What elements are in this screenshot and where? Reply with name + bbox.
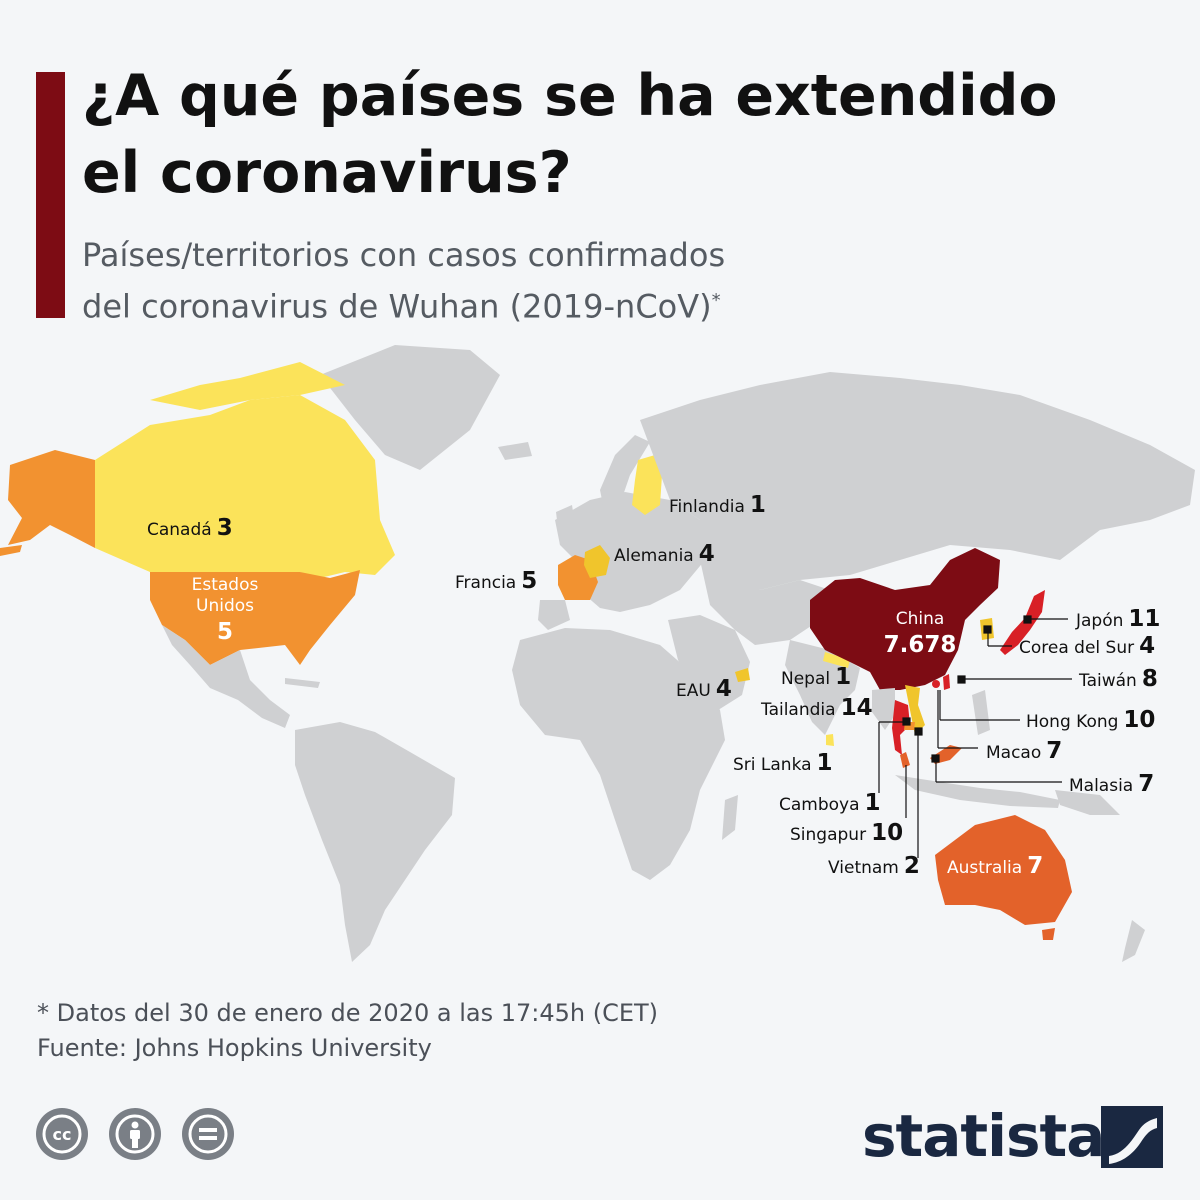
country-alaska-islands <box>0 545 22 556</box>
label-france: Francia 5 <box>455 568 538 594</box>
footnote: * Datos del 30 de enero de 2020 a las 17… <box>37 999 659 1027</box>
label-singapore: Singapur 10 <box>790 820 904 846</box>
land-middle-east <box>668 615 750 712</box>
country-uae <box>735 668 750 682</box>
label-south-korea: Corea del Sur 4 <box>1019 633 1156 659</box>
label-sri-lanka: Sri Lanka 1 <box>733 750 833 776</box>
creative-commons-icon[interactable]: cc <box>36 1108 88 1160</box>
land-iceland <box>498 442 532 460</box>
land-russia <box>640 372 1195 590</box>
title-line-1: ¿A qué países se ha extendido <box>82 63 1058 129</box>
label-canada: Canadá 3 <box>147 515 233 541</box>
label-australia: Australia 7 <box>947 853 1044 879</box>
country-thailand <box>892 700 910 755</box>
label-cambodia: Camboya 1 <box>779 790 881 816</box>
label-finland: Finlandia 1 <box>669 492 766 518</box>
land-iberia <box>538 600 570 630</box>
source-line: Fuente: Johns Hopkins University <box>37 1034 432 1062</box>
country-australia <box>935 815 1072 925</box>
country-finland <box>632 455 662 515</box>
land-africa <box>512 628 725 880</box>
land-greenland <box>320 345 500 470</box>
land-myanmar <box>872 688 895 730</box>
land-new-zealand <box>1122 920 1145 962</box>
title-accent-bar <box>36 72 65 318</box>
country-china <box>810 548 1000 690</box>
statista-logo-icon <box>1101 1106 1163 1168</box>
country-vietnam <box>905 685 925 735</box>
country-malaysia-peninsula <box>900 752 910 768</box>
country-sri-lanka <box>826 734 834 746</box>
subtitle: Países/territorios con casos confirmados… <box>82 232 982 330</box>
country-canada <box>95 395 395 578</box>
label-china: China 7.678 <box>883 609 957 658</box>
label-macao: Macao 7 <box>986 738 1063 764</box>
label-nepal: Nepal 1 <box>781 664 852 690</box>
country-canada-arctic <box>150 362 345 410</box>
label-vietnam: Vietnam 2 <box>828 853 920 879</box>
label-hong-kong: Hong Kong 10 <box>1026 707 1156 733</box>
country-usa <box>150 570 360 665</box>
marker-hong-kong-area <box>932 680 940 688</box>
leader-lines <box>878 615 1072 858</box>
statista-logo[interactable]: statista <box>862 1102 1105 1170</box>
world-map <box>0 345 1195 962</box>
subtitle-line-1: Países/territorios con casos confirmados <box>82 236 726 274</box>
subtitle-asterisk: * <box>711 290 721 311</box>
label-germany: Alemania 4 <box>614 541 715 567</box>
land-uk <box>556 505 577 545</box>
page-title: ¿A qué países se ha extendido el coronav… <box>82 58 1182 212</box>
label-japan: Japón 11 <box>1076 606 1161 632</box>
country-taiwan <box>943 674 950 690</box>
country-australia-tasmania <box>1042 928 1055 940</box>
land-madagascar <box>722 795 738 840</box>
subtitle-line-2: del coronavirus de Wuhan (2019-nCoV) <box>82 287 712 326</box>
land-central-asia <box>700 560 830 645</box>
svg-text:cc: cc <box>53 1125 72 1144</box>
label-usa: Estados Unidos 5 <box>191 575 259 645</box>
label-taiwan: Taiwán 8 <box>1079 666 1158 692</box>
label-uae: EAU 4 <box>676 676 732 702</box>
title-line-2: el coronavirus? <box>82 140 572 206</box>
land-south-america <box>295 722 455 962</box>
land-indonesia <box>895 775 1060 808</box>
land-mexico <box>162 625 290 728</box>
attribution-icon[interactable] <box>109 1108 161 1160</box>
country-japan <box>1000 590 1045 655</box>
country-alaska <box>8 450 95 548</box>
land-cuba <box>285 678 320 688</box>
no-derivatives-icon[interactable] <box>182 1108 234 1160</box>
footer: * Datos del 30 de enero de 2020 a las 17… <box>37 996 658 1066</box>
land-new-guinea <box>1055 790 1120 815</box>
country-germany <box>584 545 610 578</box>
land-philippines <box>972 690 990 735</box>
land-scandinavia <box>600 435 650 515</box>
country-nepal <box>823 652 850 668</box>
label-malaysia: Malasia 7 <box>1069 771 1155 797</box>
label-thailand: Tailandia 14 <box>761 695 873 721</box>
